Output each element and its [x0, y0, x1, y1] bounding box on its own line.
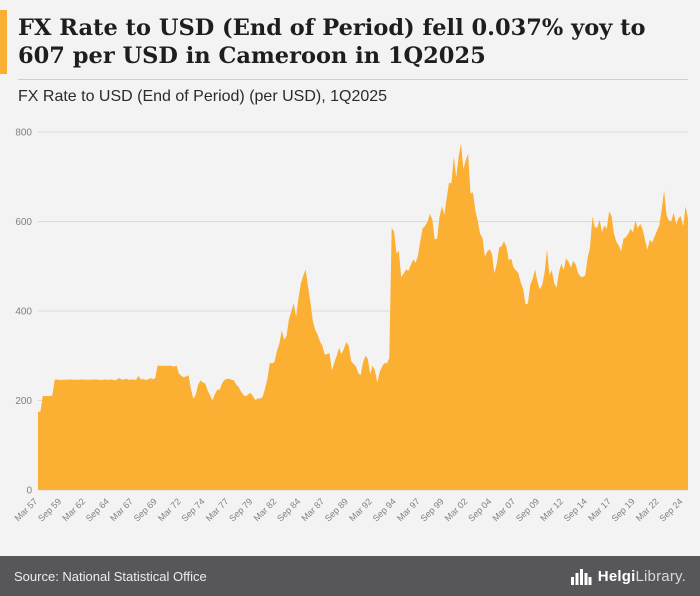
x-tick-label: Sep 84: [275, 496, 302, 523]
x-tick-label: Sep 89: [323, 496, 350, 523]
footer-bar: Source: National Statistical Office Helg…: [0, 556, 700, 596]
x-tick-label: Mar 92: [347, 496, 374, 523]
x-tick-label: Mar 82: [252, 496, 279, 523]
x-tick-label: Mar 12: [538, 496, 565, 523]
x-tick-label: Mar 67: [108, 496, 135, 523]
x-tick-label: Mar 77: [204, 496, 231, 523]
x-tick-label: Sep 69: [132, 496, 159, 523]
logo-text-primary: Helgi: [597, 567, 636, 585]
x-tick-label: Mar 17: [586, 496, 613, 523]
x-tick-label: Mar 97: [395, 496, 422, 523]
x-tick-label: Mar 87: [299, 496, 326, 523]
title-divider: [18, 79, 688, 81]
x-tick-label: Mar 02: [443, 496, 470, 523]
x-tick-label: Sep 19: [610, 496, 637, 523]
x-tick-label: Sep 04: [466, 496, 493, 523]
x-tick-label: Sep 74: [179, 496, 206, 523]
chart-header: FX Rate to USD (End of Period) fell 0.03…: [0, 0, 700, 106]
y-tick-label: 600: [15, 217, 32, 228]
x-tick-label: Sep 64: [84, 496, 111, 523]
x-tick-label: Sep 24: [657, 496, 684, 523]
chart-subtitle: FX Rate to USD (End of Period) (per USD)…: [18, 88, 388, 106]
x-tick-label: Sep 99: [418, 496, 445, 523]
source-label: Source: National Statistical Office: [14, 568, 207, 584]
helgi-logo-icon: [570, 568, 592, 585]
x-tick-label: Mar 72: [156, 496, 183, 523]
x-tick-label: Mar 62: [60, 496, 87, 523]
y-tick-label: 0: [26, 486, 32, 497]
helgi-logo-text: HelgiLibrary.: [598, 568, 686, 585]
helgi-library-logo[interactable]: HelgiLibrary.: [570, 568, 686, 585]
x-tick-label: Sep 94: [371, 496, 398, 523]
x-tick-label: Mar 22: [634, 496, 661, 523]
area-series: [38, 143, 688, 490]
logo-text-secondary: Library.: [635, 567, 686, 585]
x-tick-label: Sep 09: [514, 496, 541, 523]
x-tick-label: Mar 07: [490, 496, 517, 523]
y-tick-label: 400: [15, 307, 32, 318]
y-tick-label: 800: [15, 128, 32, 139]
x-tick-label: Sep 59: [36, 496, 63, 523]
x-tick-label: Sep 14: [562, 496, 589, 523]
x-tick-label: Sep 79: [227, 496, 254, 523]
chart-title: FX Rate to USD (End of Period) fell 0.03…: [18, 15, 646, 70]
y-tick-label: 200: [15, 396, 32, 407]
x-tick-label: Mar 57: [13, 496, 40, 523]
accent-bar: [0, 10, 7, 74]
chart-plot-area: 0 200 400 600 800 Mar 57 Sep 59 Mar 62 Sep 64 Mar…: [0, 118, 700, 554]
